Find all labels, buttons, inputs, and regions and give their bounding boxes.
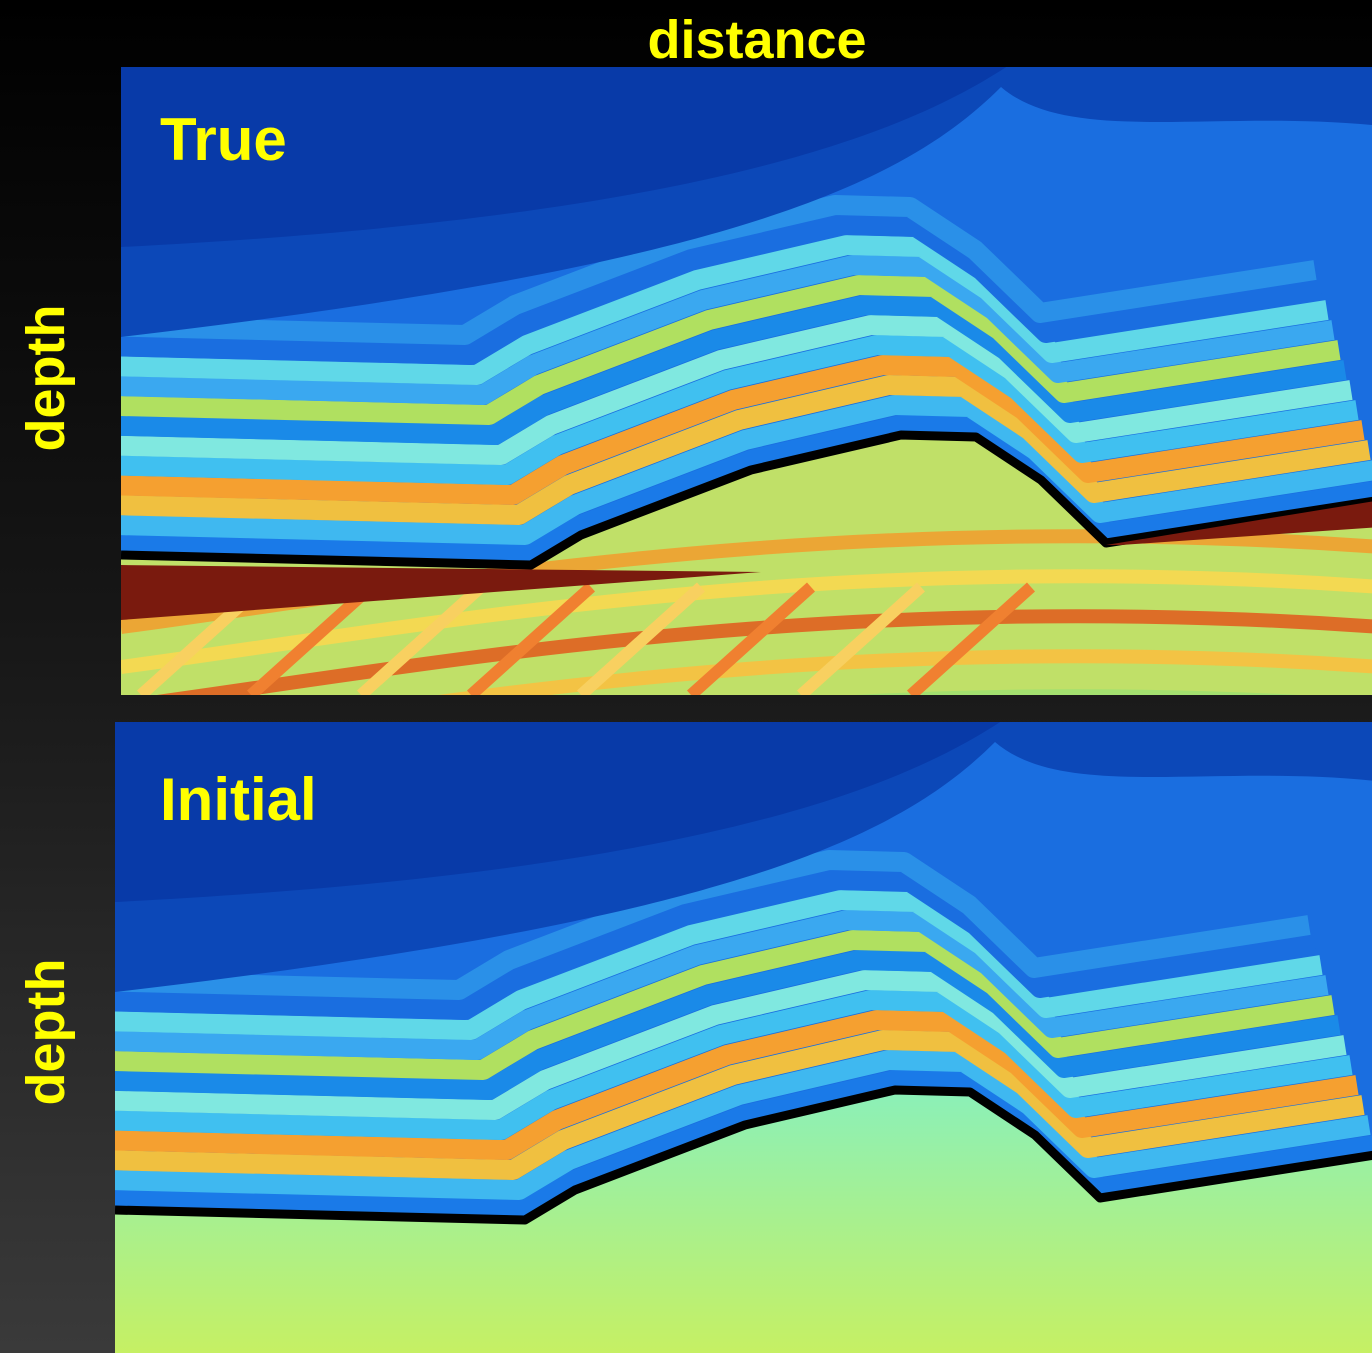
layer-band xyxy=(121,275,1341,425)
layer-band xyxy=(121,315,1353,465)
layer-band xyxy=(121,415,1372,565)
velocity-model xyxy=(121,67,1372,695)
initial-model-panel xyxy=(115,722,1372,1353)
layer-band xyxy=(115,1010,1359,1160)
x-axis-label: distance xyxy=(647,10,866,70)
dipping-layer xyxy=(906,582,1036,695)
y-axis-label: depth xyxy=(16,305,76,452)
dipping-layer xyxy=(686,582,816,695)
layer-band xyxy=(115,850,1311,1000)
layer-band xyxy=(121,235,1329,385)
layer-band xyxy=(121,335,1359,485)
horizon xyxy=(115,1085,1372,1225)
layer-band xyxy=(121,215,1323,365)
deep-layer xyxy=(121,569,1372,674)
layer-band xyxy=(115,990,1353,1140)
dipping-layer xyxy=(576,582,706,695)
layer-band xyxy=(115,870,1317,1020)
velocity-model xyxy=(115,722,1372,1353)
layer-band xyxy=(115,950,1341,1100)
shallow-blue-dark xyxy=(115,722,1001,902)
layer-band xyxy=(121,375,1371,525)
deep-layer xyxy=(437,649,1372,695)
layer-band xyxy=(121,295,1347,445)
layer-band xyxy=(115,930,1335,1080)
dipping-layer xyxy=(796,582,926,695)
panel-label: True xyxy=(160,106,287,173)
layer-band xyxy=(121,195,1317,345)
dipping-layer xyxy=(466,582,596,695)
true-model-panel xyxy=(121,67,1372,695)
layer-band xyxy=(115,910,1329,1060)
layer-band xyxy=(115,1070,1372,1220)
layer-band xyxy=(121,395,1372,545)
dipping-layer xyxy=(246,582,376,695)
shallow-blue-dark xyxy=(121,67,1007,247)
horizon xyxy=(121,430,1372,570)
layer-band xyxy=(115,890,1323,1040)
layer-band xyxy=(121,255,1335,405)
layer-band xyxy=(115,1030,1365,1180)
y-axis-label: depth xyxy=(16,959,76,1106)
layer-band xyxy=(121,355,1365,505)
layer-band xyxy=(115,970,1347,1120)
dipping-layer xyxy=(356,582,486,695)
salt-wedge xyxy=(121,565,761,620)
layer-band xyxy=(115,1050,1371,1200)
panel-label: Initial xyxy=(160,766,317,833)
